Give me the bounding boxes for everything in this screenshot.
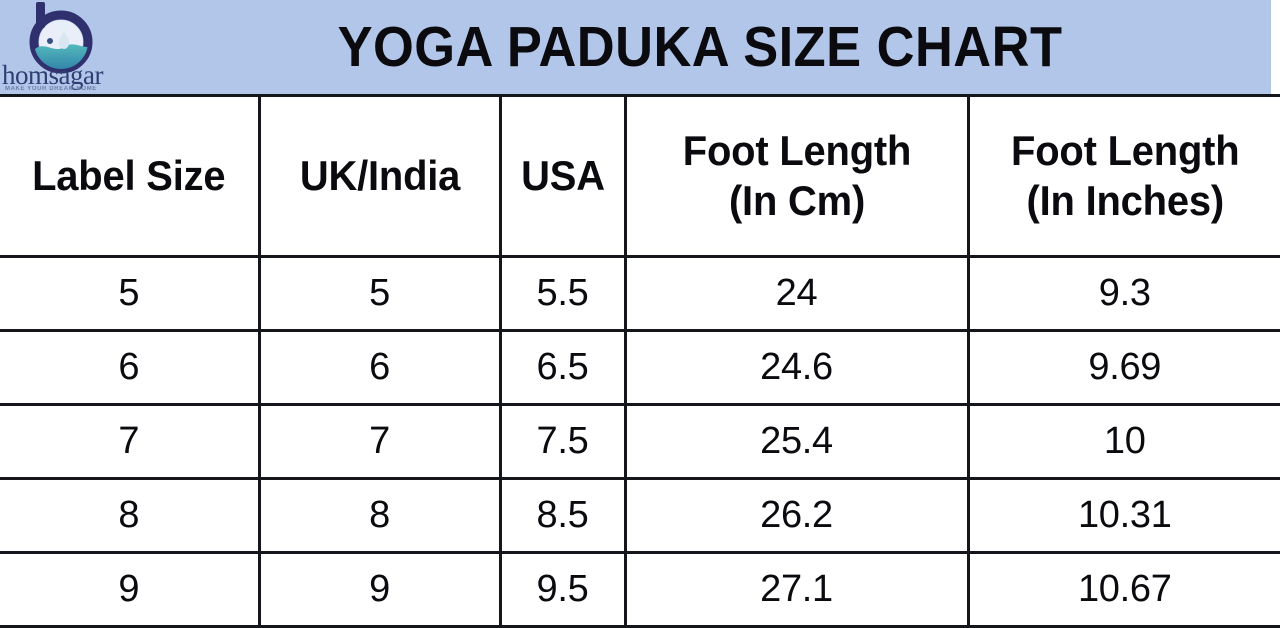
column-header-uk-india: UK/India [259,97,502,258]
cell-usa: 6.5 [500,330,627,406]
cell-uk-india: 8 [259,478,502,554]
column-header-foot-length-cm: Foot Length (In Cm) [625,97,970,258]
cell-foot-length-cm: 25.4 [625,404,970,480]
table-row: 8 8 8.5 26.2 10.31 [0,478,1280,554]
cell-uk-india: 7 [259,404,502,480]
cell-uk-india: 5 [259,256,502,332]
cell-label-size: 6 [0,330,261,406]
cell-foot-length-inches: 10.31 [968,478,1280,554]
page-title: YOGA PADUKA SIZE CHART [337,15,1063,79]
column-header-foot-length-inches: Foot Length (In Inches) [968,97,1280,258]
table-row: 7 7 7.5 25.4 10 [0,404,1280,480]
table-row: 5 5 5.5 24 9.3 [0,256,1280,332]
table-header-row: Label Size UK/India USA Foot Length (In … [0,97,1280,258]
header-line-1: Foot Length [1010,127,1240,174]
cell-foot-length-cm: 24.6 [625,330,970,406]
cell-foot-length-inches: 9.69 [968,330,1280,406]
header-line-1: UK/India [299,152,460,199]
cell-foot-length-inches: 9.3 [968,256,1280,332]
header-line-2: (In Inches) [1026,177,1224,224]
cell-label-size: 5 [0,256,261,332]
cell-foot-length-cm: 27.1 [625,552,970,628]
brand-wordmark: homsagar [2,60,103,90]
column-header-label-size: Label Size [0,97,261,258]
homsagar-logo-icon [20,2,100,74]
table-body: 5 5 5.5 24 9.3 6 6 6.5 24.6 9.69 7 7 7.5… [0,256,1280,628]
cell-uk-india: 9 [259,552,502,628]
banner-right-margin [1271,0,1280,94]
cell-foot-length-cm: 24 [625,256,970,332]
header-line-1: USA [520,152,605,199]
cell-foot-length-inches: 10 [968,404,1280,480]
header-line-1: Foot Length [682,127,911,174]
header-banner: homsagar MAKE YOUR DREAM HOME YOGA PADUK… [0,0,1280,97]
cell-label-size: 9 [0,552,261,628]
cell-usa: 8.5 [500,478,627,554]
cell-label-size: 7 [0,404,261,480]
cell-foot-length-inches: 10.67 [968,552,1280,628]
size-chart-table: Label Size UK/India USA Foot Length (In … [0,97,1280,628]
cell-usa: 9.5 [500,552,627,628]
cell-label-size: 8 [0,478,261,554]
brand-logo[interactable]: homsagar MAKE YOUR DREAM HOME [2,0,134,94]
cell-uk-india: 6 [259,330,502,406]
table-row: 6 6 6.5 24.6 9.69 [0,330,1280,406]
header-line-1: Label Size [32,152,226,199]
cell-usa: 7.5 [500,404,627,480]
table-row: 9 9 9.5 27.1 10.67 [0,552,1280,628]
header-line-2: (In Cm) [728,177,865,224]
cell-foot-length-cm: 26.2 [625,478,970,554]
cell-usa: 5.5 [500,256,627,332]
brand-tagline: MAKE YOUR DREAM HOME [5,86,97,92]
column-header-usa: USA [500,97,627,258]
